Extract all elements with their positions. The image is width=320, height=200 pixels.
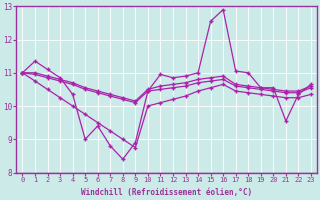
X-axis label: Windchill (Refroidissement éolien,°C): Windchill (Refroidissement éolien,°C) [81,188,252,197]
